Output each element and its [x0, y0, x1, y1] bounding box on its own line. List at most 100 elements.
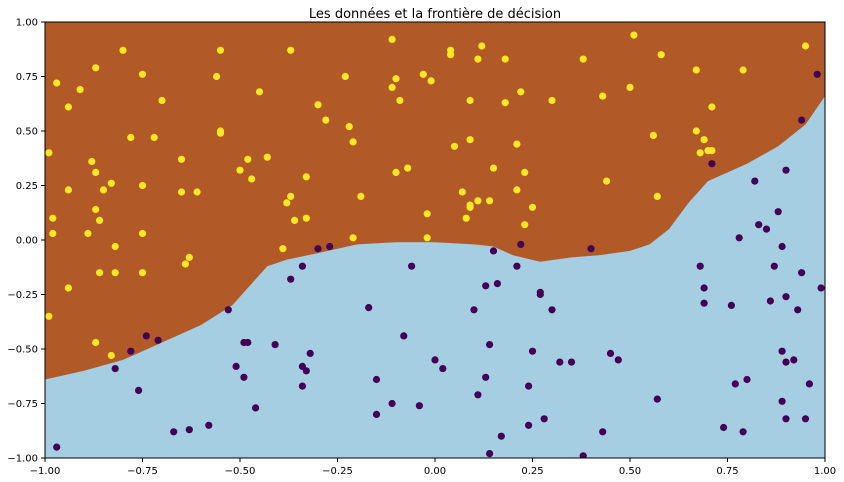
- point-series0-51: [302, 173, 310, 181]
- point-series1-22: [314, 245, 322, 253]
- point-series0-75: [696, 149, 704, 157]
- point-series1-51: [556, 358, 564, 366]
- point-series0-87: [92, 205, 100, 214]
- point-series1-75: [778, 397, 786, 405]
- lower-class-region: [45, 96, 825, 458]
- x-tick-label: −0.25: [322, 466, 353, 477]
- point-series0-44: [263, 153, 271, 161]
- point-series1-25: [372, 375, 381, 384]
- x-tick-label: 1.00: [814, 466, 836, 477]
- point-series0-26: [474, 55, 482, 63]
- point-series0-71: [603, 177, 611, 185]
- point-series0-101: [45, 312, 53, 320]
- point-series1-42: [513, 262, 521, 270]
- point-series1-81: [782, 166, 790, 174]
- point-series0-106: [349, 234, 357, 242]
- point-series1-17: [298, 262, 306, 270]
- point-series0-92: [138, 229, 147, 238]
- point-series1-69: [751, 177, 759, 185]
- plot-area: [45, 22, 825, 458]
- point-series0-34: [626, 83, 634, 91]
- point-series1-54: [587, 245, 595, 253]
- point-series0-28: [501, 55, 509, 63]
- point-series1-86: [801, 415, 810, 423]
- point-series1-0: [53, 443, 61, 451]
- point-series0-52: [349, 138, 357, 146]
- point-series0-62: [486, 197, 494, 205]
- point-series0-82: [64, 186, 72, 194]
- point-series1-31: [431, 356, 439, 364]
- point-series0-66: [521, 168, 529, 176]
- point-series0-3: [76, 86, 84, 94]
- point-series1-56: [606, 349, 615, 357]
- point-series0-14: [314, 101, 322, 109]
- point-series0-81: [49, 229, 57, 238]
- point-series1-83: [794, 306, 802, 314]
- point-series0-1: [53, 79, 61, 87]
- point-series1-52: [567, 358, 576, 366]
- point-series0-68: [521, 221, 529, 229]
- point-series0-99: [138, 269, 147, 277]
- point-series0-4: [92, 64, 100, 72]
- point-series1-58: [653, 395, 661, 403]
- y-tick-label: −1.00: [7, 454, 38, 465]
- point-series0-38: [739, 66, 747, 74]
- point-series0-2: [64, 103, 72, 111]
- y-tick-label: 0.00: [16, 236, 38, 247]
- point-series0-49: [291, 216, 299, 224]
- point-series1-1: [111, 365, 119, 373]
- chart-title: Les données et la frontière de décision: [309, 7, 561, 22]
- x-tick-label: −0.75: [127, 466, 158, 477]
- point-series0-64: [513, 140, 521, 148]
- point-series0-18: [388, 35, 396, 44]
- point-series0-91: [138, 181, 147, 190]
- point-series0-35: [630, 31, 638, 39]
- point-series0-6: [138, 70, 147, 78]
- point-series0-33: [599, 92, 607, 100]
- point-series1-38: [486, 341, 494, 349]
- point-series1-14: [252, 404, 260, 412]
- point-series1-26: [372, 410, 381, 418]
- point-series1-84: [798, 116, 806, 124]
- point-series1-28: [400, 332, 408, 340]
- point-series0-31: [548, 96, 556, 105]
- point-series1-70: [755, 221, 763, 229]
- point-series0-50: [302, 214, 310, 222]
- point-series1-32: [439, 365, 447, 373]
- point-series1-60: [700, 284, 708, 292]
- point-series0-78: [708, 103, 716, 111]
- point-series1-82: [790, 356, 798, 364]
- point-series0-29: [501, 99, 509, 107]
- point-series0-0: [45, 149, 53, 157]
- point-series0-60: [466, 201, 474, 209]
- point-series1-73: [770, 262, 778, 270]
- point-series0-93: [177, 188, 186, 196]
- point-series0-54: [392, 168, 400, 176]
- point-series0-70: [466, 96, 474, 105]
- point-series1-74: [774, 208, 782, 216]
- y-tick-label: −0.50: [7, 345, 38, 356]
- point-series0-102: [92, 338, 100, 347]
- point-series0-105: [423, 210, 431, 218]
- point-series1-49: [540, 415, 548, 423]
- point-series1-36: [482, 373, 490, 381]
- point-series1-13: [244, 338, 252, 347]
- point-series0-84: [92, 168, 100, 176]
- point-series0-17: [345, 123, 353, 131]
- point-series1-44: [525, 382, 533, 390]
- point-series1-78: [782, 358, 790, 366]
- x-tick-label: −1.00: [30, 466, 61, 477]
- point-series1-55: [599, 428, 607, 436]
- point-series0-16: [341, 72, 349, 81]
- y-tick-label: −0.25: [7, 290, 38, 301]
- point-series0-56: [450, 142, 459, 150]
- point-series0-22: [419, 70, 427, 78]
- point-series0-30: [517, 88, 525, 96]
- point-series0-98: [111, 269, 119, 277]
- point-series1-65: [731, 380, 739, 388]
- point-series0-47: [287, 192, 295, 200]
- point-series1-87: [805, 380, 814, 388]
- point-series0-76: [700, 136, 708, 144]
- point-series0-20: [392, 75, 400, 83]
